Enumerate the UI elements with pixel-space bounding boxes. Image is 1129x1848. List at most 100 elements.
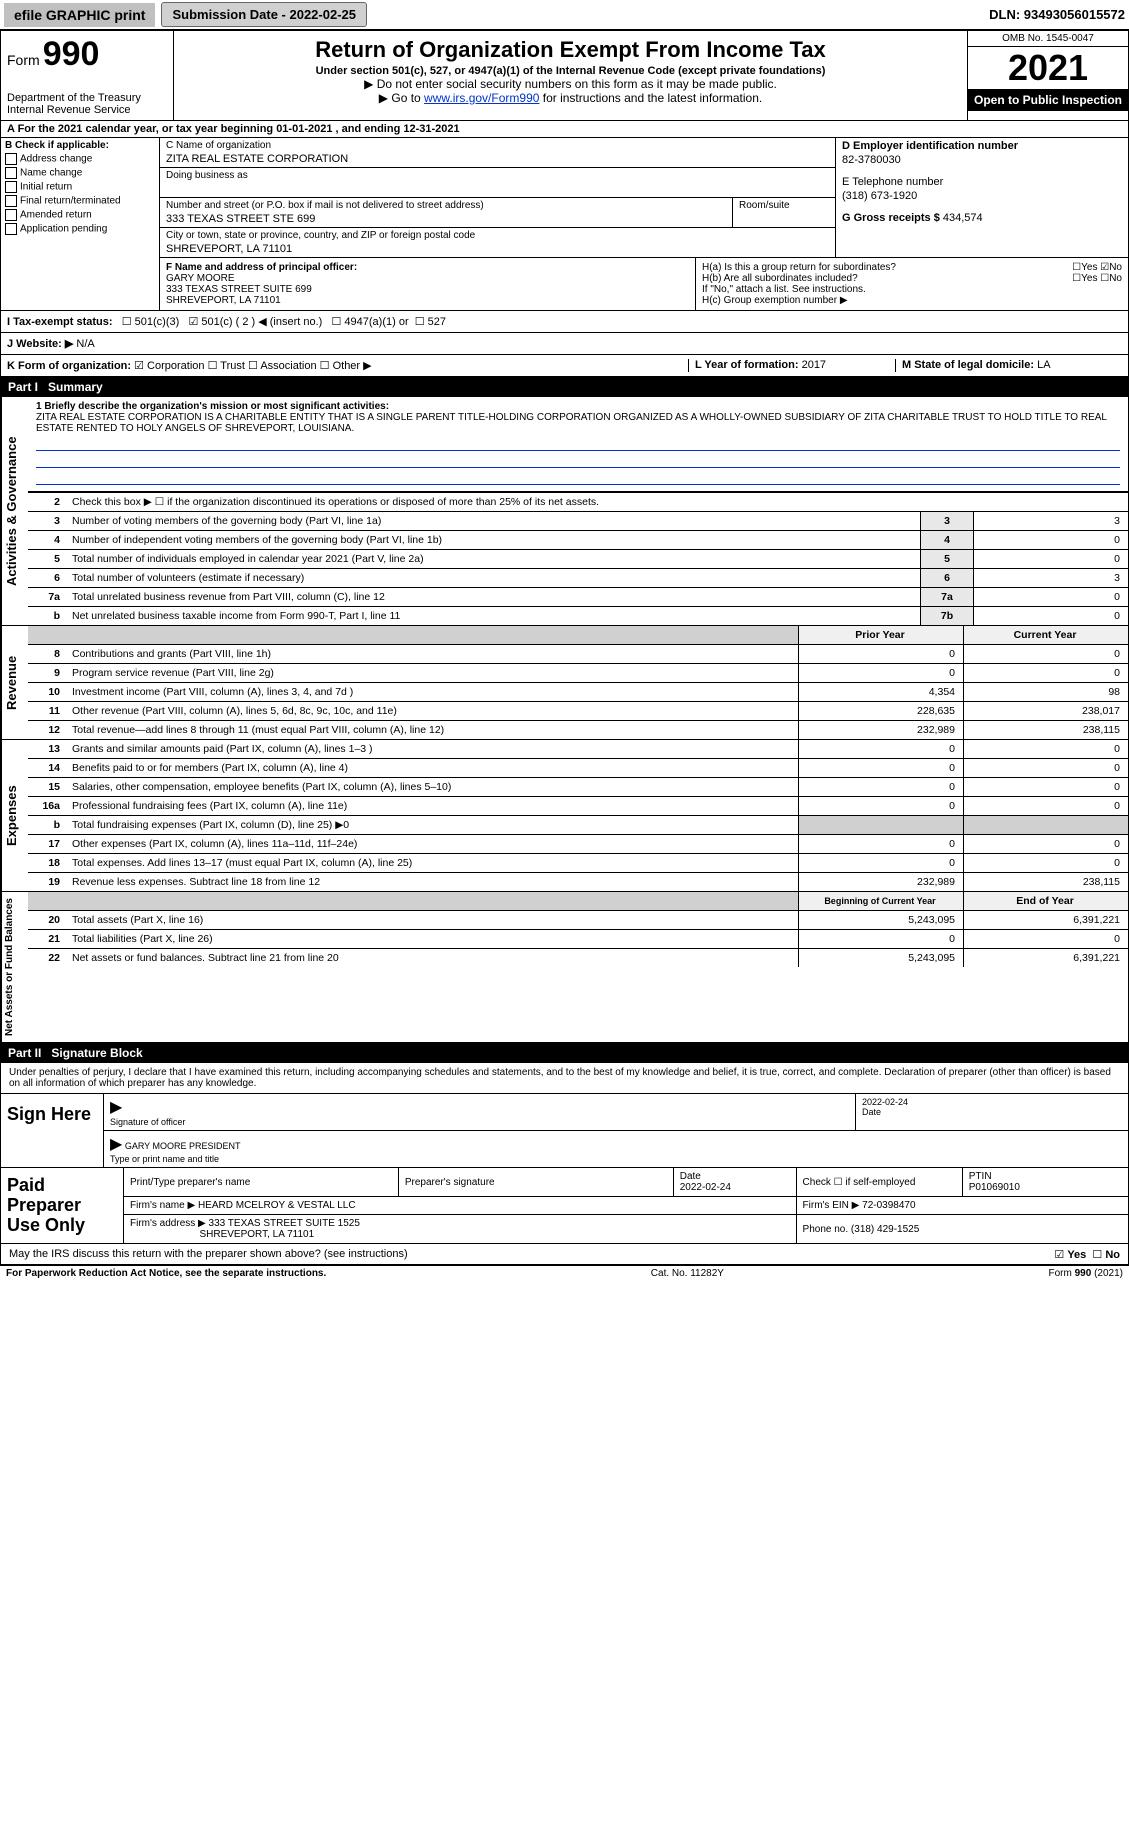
opt-trust: Trust	[220, 360, 245, 372]
h-a-row: H(a) Is this a group return for subordin…	[702, 262, 1122, 273]
line-2-text: Check this box ▶ ☐ if the organization d…	[66, 493, 1128, 512]
section-b-checkboxes: B Check if applicable: Address change Na…	[1, 138, 160, 310]
submission-date-button[interactable]: Submission Date - 2022-02-25	[161, 2, 367, 27]
line-16a: 16aProfessional fundraising fees (Part I…	[28, 797, 1128, 816]
sign-here-label: Sign Here	[1, 1094, 103, 1167]
website-value: N/A	[76, 338, 94, 350]
may-irs-text: May the IRS discuss this return with the…	[9, 1248, 408, 1260]
line-6: 6Total number of volunteers (estimate if…	[28, 569, 1128, 588]
org-name-row: C Name of organization ZITA REAL ESTATE …	[160, 138, 835, 168]
form-header: Form 990 Department of the Treasury Inte…	[0, 30, 1129, 121]
row-f-h: F Name and address of principal officer:…	[160, 257, 1128, 310]
phone-value: (318) 673-1920	[842, 190, 1122, 202]
line-19: 19Revenue less expenses. Subtract line 1…	[28, 873, 1128, 892]
h-b-row: H(b) Are all subordinates included? ☐Yes…	[702, 273, 1122, 284]
sig-officer-cell: ▶ Signature of officer	[104, 1094, 856, 1131]
label-form-org: K Form of organization:	[7, 360, 131, 372]
opt-4947: 4947(a)(1) or	[344, 316, 408, 328]
line-13: 13Grants and similar amounts paid (Part …	[28, 740, 1128, 759]
net-assets-section: Net Assets or Fund Balances Beginning of…	[0, 892, 1129, 1043]
self-employed-check: Check ☐ if self-employed	[796, 1168, 962, 1197]
dept-treasury: Department of the Treasury Internal Reve…	[7, 92, 167, 116]
firm-addr1: 333 TEXAS STREET SUITE 1525	[209, 1218, 360, 1229]
line-18: 18Total expenses. Add lines 13–17 (must …	[28, 854, 1128, 873]
revenue-header: Prior Year Current Year	[28, 626, 1128, 645]
ha-label: H(a) Is this a group return for subordin…	[702, 262, 896, 273]
form-number: 990	[43, 35, 100, 73]
label-year-formation: L Year of formation:	[695, 359, 799, 371]
firm-name-cell: Firm's name ▶ HEARD MCELROY & VESTAL LLC	[124, 1197, 796, 1215]
officer-addr2: SHREVEPORT, LA 71101	[166, 295, 689, 306]
opt-527: 527	[428, 316, 446, 328]
governance-section: Activities & Governance 1 Briefly descri…	[0, 397, 1129, 626]
section-cde: C Name of organization ZITA REAL ESTATE …	[160, 138, 1128, 310]
section-klm: K Form of organization: ☑ Corporation ☐ …	[0, 355, 1129, 377]
may-irs-yes: Yes	[1067, 1249, 1086, 1261]
label-tax-status: I Tax-exempt status:	[7, 316, 113, 328]
firm-ein-label: Firm's EIN ▶	[803, 1200, 860, 1211]
section-a-calendar-year: A For the 2021 calendar year, or tax yea…	[0, 121, 1129, 138]
expenses-section: Expenses 13Grants and similar amounts pa…	[0, 740, 1129, 892]
line-4: 4Number of independent voting members of…	[28, 531, 1128, 550]
line-12: 12Total revenue—add lines 8 through 11 (…	[28, 721, 1128, 740]
domicile-value: LA	[1037, 359, 1050, 371]
street-address: 333 TEXAS STREET STE 699	[166, 213, 726, 225]
firm-name: HEARD MCELROY & VESTAL LLC	[198, 1200, 356, 1211]
current-year-header: Current Year	[964, 626, 1129, 645]
goto-suffix: for instructions and the latest informat…	[539, 91, 762, 105]
expenses-table: 13Grants and similar amounts paid (Part …	[28, 740, 1128, 891]
street-row: Number and street (or P.O. box if mail i…	[160, 198, 732, 228]
paid-preparer-label: Paid Preparer Use Only	[1, 1168, 124, 1243]
label-phone: E Telephone number	[842, 176, 1122, 188]
opt-501c3: 501(c)(3)	[135, 316, 180, 328]
line-16b: bTotal fundraising expenses (Part IX, co…	[28, 816, 1128, 835]
label-gross: G Gross receipts $	[842, 212, 940, 224]
irs-link[interactable]: www.irs.gov/Form990	[424, 91, 539, 105]
check-amended[interactable]: Amended return	[5, 209, 155, 221]
check-final-return[interactable]: Final return/terminated	[5, 195, 155, 207]
efile-label: efile GRAPHIC print	[4, 3, 155, 27]
gross-receipts: G Gross receipts $ 434,574	[842, 212, 1122, 224]
ptin-label: PTIN	[969, 1171, 992, 1182]
end-year-header: End of Year	[964, 892, 1129, 911]
ptin-cell: PTIN P01069010	[962, 1168, 1128, 1197]
label-street: Number and street (or P.O. box if mail i…	[166, 200, 726, 211]
line-3: 3Number of voting members of the governi…	[28, 512, 1128, 531]
ha-yes: Yes	[1081, 262, 1097, 273]
mission-label: 1 Briefly describe the organization's mi…	[36, 401, 1120, 412]
paid-date-label: Date	[680, 1171, 701, 1182]
footer-paperwork: For Paperwork Reduction Act Notice, see …	[6, 1268, 326, 1279]
expenses-vert-label: Expenses	[1, 740, 28, 891]
firm-addr-label: Firm's address ▶	[130, 1218, 206, 1229]
section-h: H(a) Is this a group return for subordin…	[696, 258, 1128, 310]
paid-preparer-row: Paid Preparer Use Only Print/Type prepar…	[1, 1167, 1128, 1243]
check-initial-return[interactable]: Initial return	[5, 181, 155, 193]
goto-prefix: ▶ Go to	[379, 91, 424, 105]
firm-phone-cell: Phone no. (318) 429-1525	[796, 1215, 1128, 1244]
form-title: Return of Organization Exempt From Incom…	[182, 37, 959, 63]
label-city: City or town, state or province, country…	[166, 230, 829, 241]
footer-form: Form 990 (2021)	[1049, 1268, 1123, 1279]
part-2-title: Signature Block	[51, 1046, 142, 1060]
sig-date: 2022-02-24	[862, 1097, 908, 1107]
line-8: 8Contributions and grants (Part VIII, li…	[28, 645, 1128, 664]
check-address-change[interactable]: Address change	[5, 153, 155, 165]
footer-catno: Cat. No. 11282Y	[326, 1268, 1048, 1279]
hb-label: H(b) Are all subordinates included?	[702, 273, 858, 284]
section-l: L Year of formation: 2017	[688, 359, 895, 372]
line-15: 15Salaries, other compensation, employee…	[28, 778, 1128, 797]
line-5: 5Total number of individuals employed in…	[28, 550, 1128, 569]
year-formation: 2017	[802, 359, 826, 371]
tax-year: 2021	[968, 47, 1128, 89]
page-footer: For Paperwork Reduction Act Notice, see …	[0, 1265, 1129, 1281]
mission-text: ZITA REAL ESTATE CORPORATION IS A CHARIT…	[36, 412, 1120, 434]
part-1-title: Summary	[48, 380, 103, 394]
section-i-tax-status: I Tax-exempt status: ☐ 501(c)(3) ☑ 501(c…	[0, 311, 1129, 333]
check-name-change[interactable]: Name change	[5, 167, 155, 179]
paid-preparer-table: Print/Type preparer's name Preparer's si…	[124, 1168, 1128, 1243]
check-app-pending[interactable]: Application pending	[5, 223, 155, 235]
opt-corp: Corporation	[147, 360, 204, 372]
city-row: City or town, state or province, country…	[160, 228, 835, 257]
section-m: M State of legal domicile: LA	[895, 359, 1122, 372]
org-name: ZITA REAL ESTATE CORPORATION	[166, 153, 829, 165]
